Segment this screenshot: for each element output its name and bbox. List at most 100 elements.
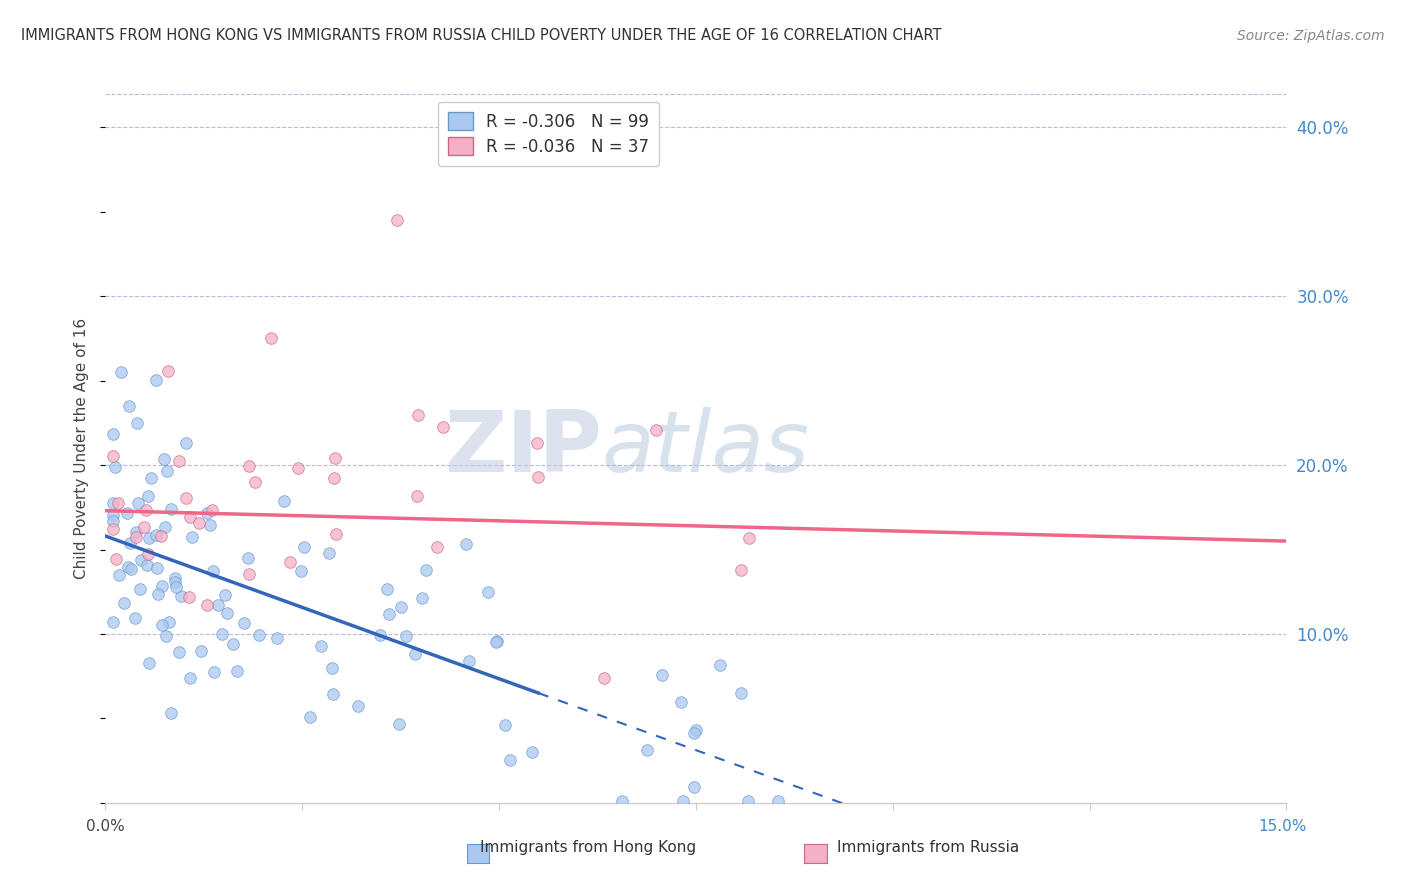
- Point: [669, 694, 692, 708]
- Point: [139, 471, 162, 485]
- Text: Immigrants from Russia: Immigrants from Russia: [837, 840, 1019, 855]
- Point: [415, 563, 437, 577]
- Point: [527, 470, 550, 484]
- Point: [290, 564, 312, 578]
- Point: [129, 553, 152, 567]
- Point: [405, 489, 427, 503]
- Point: [426, 541, 449, 555]
- Point: [225, 665, 247, 679]
- Point: [150, 529, 173, 543]
- Point: [103, 522, 125, 536]
- Point: [299, 710, 322, 724]
- Point: [432, 419, 454, 434]
- Point: [321, 661, 343, 675]
- Point: [153, 520, 176, 534]
- Point: [118, 399, 141, 413]
- Point: [132, 520, 155, 534]
- Point: [322, 687, 344, 701]
- Point: [737, 794, 759, 808]
- Point: [477, 585, 499, 599]
- Point: [156, 464, 179, 478]
- Point: [107, 496, 129, 510]
- Point: [211, 627, 233, 641]
- Point: [179, 671, 201, 685]
- Point: [494, 718, 516, 732]
- Point: [683, 726, 706, 740]
- Point: [157, 615, 180, 629]
- Point: [238, 459, 260, 474]
- Point: [179, 509, 201, 524]
- Point: [485, 634, 508, 648]
- Point: [411, 591, 433, 606]
- Point: [160, 706, 183, 721]
- Point: [177, 590, 200, 604]
- Point: [135, 558, 157, 572]
- Point: [389, 600, 412, 615]
- Point: [201, 503, 224, 517]
- Point: [105, 552, 128, 566]
- Point: [526, 436, 548, 450]
- Point: [195, 599, 218, 613]
- Point: [484, 635, 506, 649]
- Point: [195, 506, 218, 520]
- Point: [238, 567, 260, 582]
- Point: [215, 606, 238, 620]
- Point: [165, 571, 187, 585]
- Point: [146, 560, 169, 574]
- Point: [125, 524, 148, 539]
- Point: [136, 547, 159, 561]
- Point: [125, 416, 148, 430]
- Point: [104, 459, 127, 474]
- Point: [499, 753, 522, 767]
- Point: [730, 563, 752, 577]
- Point: [115, 506, 138, 520]
- Point: [222, 637, 245, 651]
- Point: [260, 331, 283, 345]
- Point: [766, 794, 789, 808]
- Point: [145, 528, 167, 542]
- Y-axis label: Child Poverty Under the Age of 16: Child Poverty Under the Age of 16: [75, 318, 90, 579]
- Point: [125, 530, 148, 544]
- Point: [169, 590, 191, 604]
- Point: [672, 794, 695, 808]
- Point: [592, 671, 614, 685]
- Point: [181, 530, 204, 544]
- Point: [157, 364, 180, 378]
- Point: [243, 475, 266, 490]
- Point: [457, 654, 479, 668]
- Point: [395, 629, 418, 643]
- Point: [682, 780, 704, 794]
- Point: [103, 615, 125, 629]
- Point: [150, 579, 173, 593]
- Point: [155, 629, 177, 643]
- Point: [207, 598, 229, 612]
- Point: [145, 373, 167, 387]
- Point: [135, 503, 157, 517]
- Point: [347, 698, 370, 713]
- Point: [322, 471, 344, 485]
- Point: [388, 716, 411, 731]
- Point: [120, 562, 142, 576]
- Point: [636, 743, 658, 757]
- Point: [146, 587, 169, 601]
- Point: [138, 531, 160, 545]
- Point: [273, 494, 295, 508]
- Point: [368, 628, 391, 642]
- Point: [325, 527, 347, 541]
- Point: [124, 611, 146, 625]
- Text: Source: ZipAtlas.com: Source: ZipAtlas.com: [1237, 29, 1385, 43]
- Point: [108, 568, 131, 582]
- Point: [152, 451, 174, 466]
- Point: [120, 535, 142, 549]
- Point: [103, 427, 125, 442]
- Point: [406, 409, 429, 423]
- Point: [385, 213, 408, 227]
- Point: [214, 588, 236, 602]
- Point: [236, 550, 259, 565]
- Point: [685, 723, 707, 738]
- Point: [730, 686, 752, 700]
- Point: [117, 559, 139, 574]
- Text: 0.0%: 0.0%: [86, 820, 125, 834]
- Point: [287, 460, 309, 475]
- Point: [520, 745, 543, 759]
